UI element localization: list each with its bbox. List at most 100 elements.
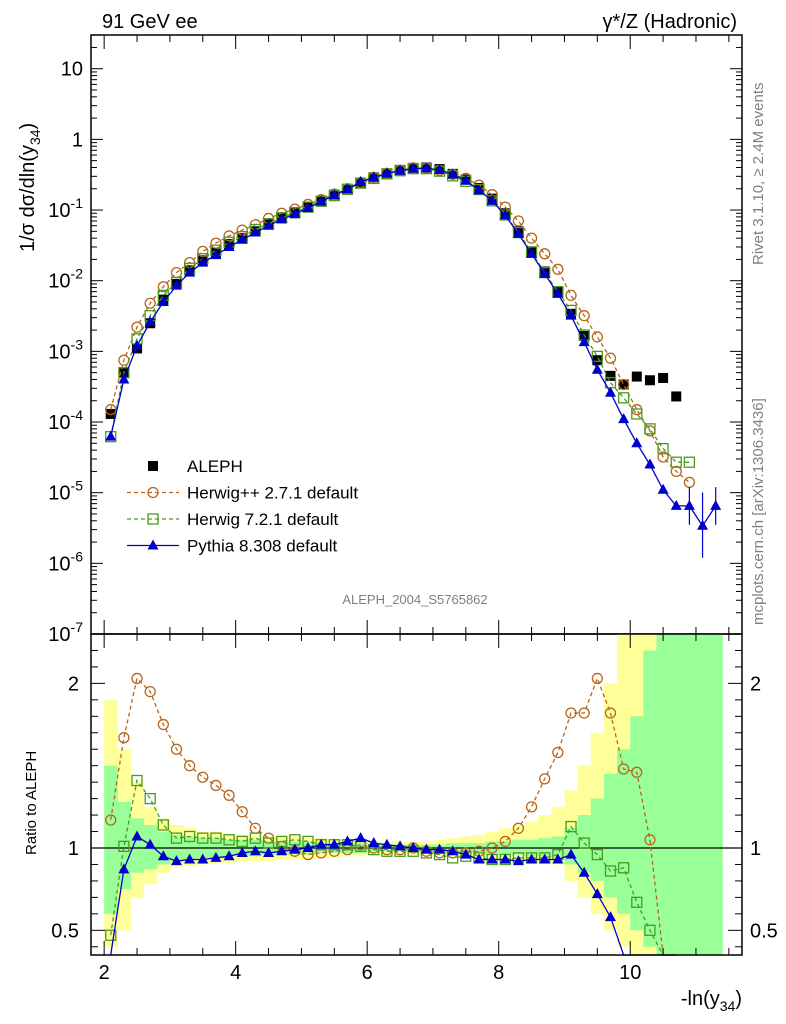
data-point-1 xyxy=(144,297,156,309)
uncertainty-band-green xyxy=(551,836,565,858)
ratio-point-1 xyxy=(131,774,143,787)
uncertainty-band-green xyxy=(682,634,697,955)
ratio-point-2 xyxy=(263,846,275,857)
legend: ALEPH Herwig++ 2.7.1 default Herwig 7.2.1 … xyxy=(127,457,358,556)
y-tick-base: 10 xyxy=(48,553,70,575)
data-point-0 xyxy=(631,371,642,382)
data-point-3 xyxy=(420,162,432,173)
data-point-3 xyxy=(355,175,367,186)
ratio-point-2 xyxy=(526,853,538,864)
ratio-point-2 xyxy=(539,853,551,864)
uncertainty-band-green xyxy=(603,773,618,898)
data-point-1 xyxy=(657,451,669,463)
ratio-point-1 xyxy=(236,835,248,848)
series-line-1 xyxy=(110,167,690,483)
ratio-y-tick-label: 0.5 xyxy=(750,920,778,942)
data-point-3 xyxy=(591,363,603,374)
data-point-3 xyxy=(644,458,656,469)
data-point-2 xyxy=(657,442,669,455)
ratio-point-2 xyxy=(407,842,419,852)
data-point-3 xyxy=(604,386,616,397)
data-point-3 xyxy=(341,183,353,194)
ratio-point-0 xyxy=(170,743,183,755)
ratio-point-0 xyxy=(644,834,656,846)
data-point-3 xyxy=(473,184,485,195)
ratio-point-1 xyxy=(183,830,196,843)
header-left: 91 GeV ee xyxy=(102,11,198,33)
data-point-1 xyxy=(683,476,696,489)
data-point-1 xyxy=(105,403,117,416)
ratio-point-2 xyxy=(447,845,459,856)
ratio-point-2 xyxy=(420,843,432,854)
data-point-0 xyxy=(671,391,682,402)
data-point-3 xyxy=(539,267,551,278)
ratio-point-1 xyxy=(617,862,630,874)
data-point-3 xyxy=(499,209,511,220)
data-point-3 xyxy=(289,207,301,218)
y-tick-exp: -1 xyxy=(71,195,84,211)
data-point-3 xyxy=(631,437,643,448)
ratio-point-2 xyxy=(473,853,485,864)
data-point-0 xyxy=(618,379,629,390)
x-tick-label: 4 xyxy=(230,962,241,984)
analysis-watermark: ALEPH_2004_S5765862 xyxy=(342,592,487,607)
ratio-point-1 xyxy=(223,834,235,846)
ratio-point-0 xyxy=(197,771,209,783)
ratio-point-2 xyxy=(381,838,393,849)
ratio-point-0 xyxy=(236,806,248,818)
uncertainty-band-green xyxy=(117,801,131,890)
ratio-point-2 xyxy=(355,832,367,843)
ratio-line-1 xyxy=(110,778,677,956)
data-point-3 xyxy=(552,287,564,298)
data-point-1 xyxy=(565,289,577,302)
y-tick-base: 10 xyxy=(48,624,70,646)
ratio-point-0 xyxy=(539,773,551,785)
uncertainty-band-green xyxy=(590,798,605,881)
rivet-label: Rivet 3.1.10, ≥ 2.4M events xyxy=(750,83,767,266)
x-axis-label-close: ) xyxy=(735,988,742,1010)
ratio-point-0 xyxy=(131,672,143,685)
ratio-point-1 xyxy=(578,837,590,849)
x-axis-label: -ln(y34) xyxy=(681,988,742,1014)
ratio-point-2 xyxy=(604,911,616,922)
data-point-3 xyxy=(302,201,314,212)
y-tick-base: 10 xyxy=(48,341,70,363)
ratio-point-0 xyxy=(552,746,564,759)
ratio-point-2 xyxy=(394,840,406,851)
ratio-point-0 xyxy=(223,789,235,801)
main-ylabel-close: ) xyxy=(17,123,39,130)
uncertainty-band-green xyxy=(511,839,526,855)
ratio-point-1 xyxy=(105,929,117,941)
data-point-2 xyxy=(617,392,630,404)
data-point-1 xyxy=(210,237,222,249)
ratio-point-0 xyxy=(105,814,117,826)
data-point-3 xyxy=(170,279,182,290)
ratio-point-2 xyxy=(302,842,314,852)
ratio-point-2 xyxy=(591,888,603,899)
y-tick-label: 10-5 xyxy=(48,478,83,505)
ratio-point-1 xyxy=(644,924,656,936)
data-point-3 xyxy=(210,249,222,260)
data-point-3 xyxy=(407,162,419,173)
x-tick-label: 2 xyxy=(99,962,110,984)
data-point-3 xyxy=(368,171,380,182)
data-point-2 xyxy=(670,456,682,468)
data-point-0 xyxy=(658,372,669,383)
y-tick-base: 10 xyxy=(48,271,70,293)
ratio-point-0 xyxy=(512,822,525,834)
ratio-point-1 xyxy=(591,848,603,861)
data-point-1 xyxy=(157,281,169,293)
data-point-3 xyxy=(184,266,196,277)
data-point-1 xyxy=(604,352,617,364)
ratio-point-2 xyxy=(249,845,261,856)
legend-marker xyxy=(147,486,159,499)
ratio-point-0 xyxy=(631,766,643,778)
y-tick-label: 10-6 xyxy=(48,548,83,575)
data-point-3 xyxy=(131,339,143,350)
y-tick-exp: -4 xyxy=(71,407,84,423)
data-point-3 xyxy=(381,167,393,178)
main-ylabel: 1/σ dσ/dln(y34) xyxy=(17,123,43,252)
ratio-frame xyxy=(90,633,743,956)
